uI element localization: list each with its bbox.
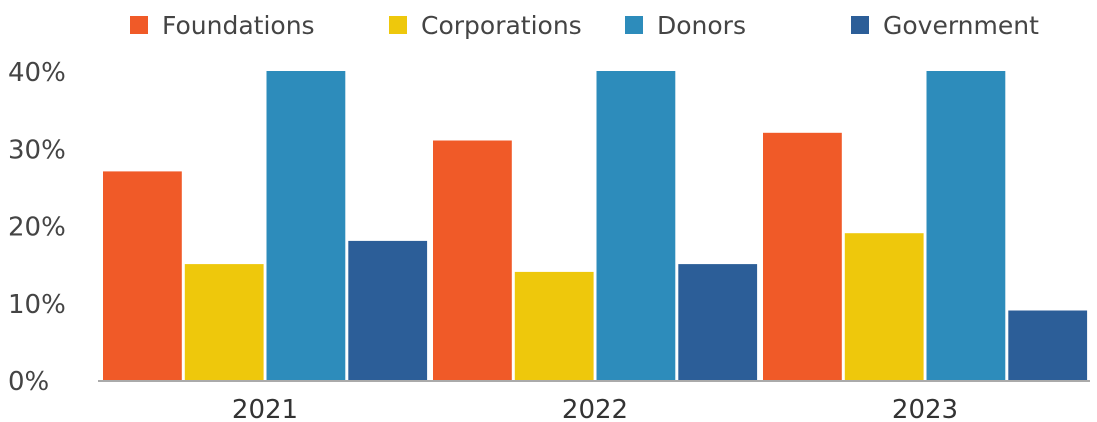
bar-donors-2021 (266, 71, 346, 380)
bar-foundations-2022 (433, 140, 512, 380)
legend-swatch-government (851, 16, 869, 34)
y-tick-label: 0% (8, 367, 49, 397)
legend-swatch-foundations (130, 16, 148, 34)
y-axis-ticks: 0% 10% 20% 30% 40% (8, 58, 66, 397)
x-tick-label-2023: 2023 (892, 395, 958, 422)
bar-donors-2022 (596, 71, 676, 380)
bar-government-2021 (348, 240, 428, 380)
bar-foundations-2021 (103, 171, 182, 380)
y-tick-label: 10% (8, 290, 66, 320)
legend-swatch-donors (625, 16, 643, 34)
legend-label-foundations: Foundations (162, 11, 315, 40)
x-axis-ticks: 2021 2022 2023 (232, 395, 958, 422)
legend-swatch-corporations (389, 16, 407, 34)
bar-government-2022 (678, 264, 758, 380)
bar-government-2023 (1008, 310, 1088, 380)
x-tick-label-2021: 2021 (232, 395, 298, 422)
y-tick-label: 40% (8, 58, 66, 88)
bars (103, 71, 1088, 380)
legend: Foundations Corporations Donors Government (130, 11, 1039, 40)
legend-label-government: Government (883, 11, 1039, 40)
bar-corporations-2023 (844, 233, 924, 380)
bar-donors-2023 (926, 71, 1006, 380)
legend-label-donors: Donors (657, 11, 746, 40)
bar-foundations-2023 (763, 132, 842, 380)
x-tick-label-2022: 2022 (562, 395, 628, 422)
y-tick-label: 30% (8, 135, 66, 165)
bar-corporations-2022 (514, 271, 594, 380)
bar-corporations-2021 (184, 264, 264, 380)
legend-label-corporations: Corporations (421, 11, 582, 40)
y-tick-label: 20% (8, 213, 66, 243)
